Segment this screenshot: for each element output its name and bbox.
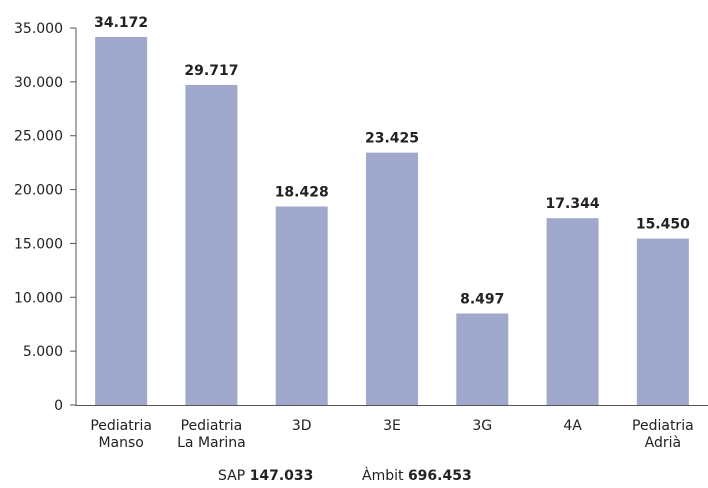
y-tick-label: 5.000	[23, 344, 63, 360]
category-label: 4A	[563, 418, 582, 434]
y-tick-label: 0	[54, 398, 63, 414]
category-label: 3G	[472, 418, 492, 434]
bar-value-label: 18.428	[275, 185, 329, 201]
y-tick-label: 35.000	[14, 21, 63, 37]
bar-value-label: 34.172	[94, 15, 148, 31]
sap-total: SAP 147.033	[218, 468, 313, 484]
value-labels: 34.172 29.717 18.428 23.425 8.497 17.344 15.45…	[94, 15, 690, 308]
bar-chart: 0 5.000 10.000 15.000 20.000 25.000 30.000 35.0…	[14, 15, 708, 451]
bar	[456, 313, 509, 405]
ambit-total: Àmbit 696.453	[362, 468, 472, 484]
bar-value-label: 17.344	[546, 196, 600, 212]
ambit-label: Àmbit	[362, 468, 404, 484]
y-tick-label: 15.000	[14, 236, 63, 252]
bar-value-label: 15.450	[636, 217, 690, 233]
bar	[636, 238, 689, 405]
y-tick-label: 30.000	[14, 75, 63, 91]
y-tick-label: 20.000	[14, 183, 63, 199]
category-label: Pediatria La Marina	[177, 418, 246, 451]
bar	[546, 218, 599, 405]
bar-value-label: 8.497	[460, 291, 504, 307]
totals-footer: SAP 147.033 Àmbit 696.453	[0, 468, 708, 488]
bar	[366, 152, 418, 405]
sap-label: SAP	[218, 468, 246, 484]
bar-value-label: 29.717	[184, 63, 238, 79]
bar-value-label: 23.425	[365, 131, 419, 147]
y-tick-label: 25.000	[14, 129, 63, 145]
bar	[95, 36, 148, 406]
category-label: Pediatria Adrià	[632, 418, 694, 451]
bar	[275, 206, 328, 405]
category-label: 3D	[292, 418, 312, 434]
sap-value: 147.033	[249, 468, 314, 484]
ambit-value: 696.453	[407, 468, 472, 484]
bar	[185, 84, 238, 405]
bars	[95, 36, 689, 406]
x-axis-labels: Pediatria Manso Pediatria La Marina 3D 3E 3G 4A…	[90, 418, 693, 451]
y-tick-label: 10.000	[14, 290, 63, 306]
y-axis-ticks: 0 5.000 10.000 15.000 20.000 25.000 30.000 35.0…	[14, 21, 76, 414]
category-label: 3E	[383, 418, 401, 434]
category-label: Pediatria Manso	[90, 418, 152, 451]
